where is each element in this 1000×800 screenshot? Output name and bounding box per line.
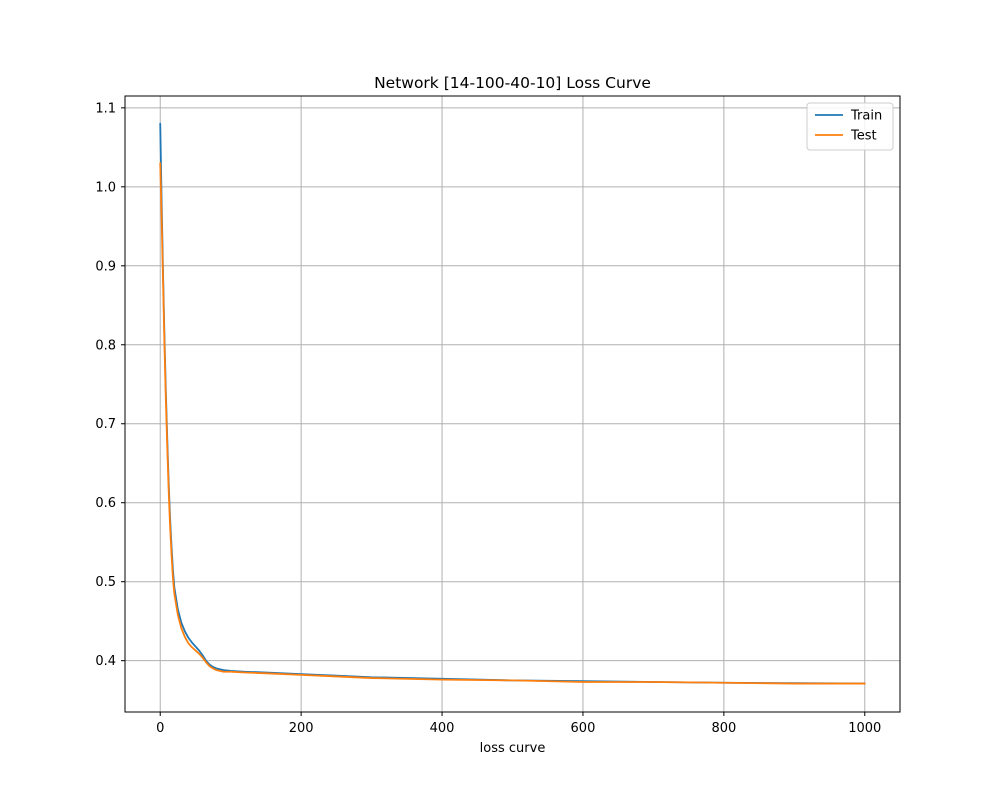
legend-label-test: Test: [850, 129, 877, 144]
grid: [125, 96, 900, 712]
y-tick-label: 0.8: [95, 338, 116, 353]
y-tick-label: 0.9: [95, 259, 116, 274]
series-lines: [159, 122, 866, 685]
x-tick-label: 1000: [848, 721, 881, 736]
x-tick-label: 600: [571, 721, 596, 736]
legend-label-train: Train: [850, 109, 882, 124]
x-axis-label: loss curve: [480, 741, 546, 756]
y-tick-label: 0.6: [95, 496, 116, 511]
x-tick-label: 200: [289, 721, 314, 736]
y-tick-label: 0.5: [95, 575, 116, 590]
series-line-test: [159, 162, 866, 685]
x-tick-label: 800: [711, 721, 736, 736]
y-tick-label: 1.1: [95, 101, 116, 116]
legend: Train Test: [806, 102, 894, 151]
y-tick-label: 0.7: [95, 417, 116, 432]
axis-ticks: 0 200 400 600 800 1000 0.4 0.5 0.6 0.7 0.8 0.9 1.0 1.…: [95, 101, 881, 736]
x-tick-label: 0: [156, 721, 164, 736]
x-tick-label: 400: [430, 721, 455, 736]
chart-title: Network [14-100-40-10] Loss Curve: [374, 74, 651, 92]
y-tick-label: 1.0: [95, 180, 116, 195]
plot-frame: [124, 95, 901, 713]
y-tick-label: 0.4: [95, 654, 116, 669]
